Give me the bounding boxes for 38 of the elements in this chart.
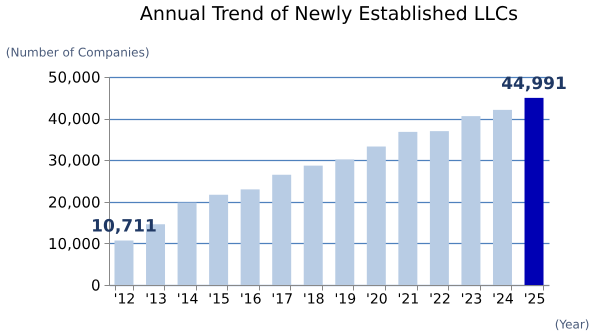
- y-tick-label: 10,000: [48, 234, 100, 253]
- x-tick-label: '14: [176, 292, 198, 308]
- x-tick-label: '13: [145, 292, 167, 308]
- data-label: 44,991: [501, 74, 567, 94]
- x-tick-label: '19: [334, 292, 356, 308]
- x-tick-label: '17: [271, 292, 294, 308]
- bar: [335, 159, 354, 285]
- x-axis-title: (Year): [554, 318, 590, 332]
- x-tick-label: '21: [398, 292, 420, 308]
- chart-title: Annual Trend of Newly Established LLCs: [140, 3, 518, 25]
- x-tick-label: '24: [492, 292, 514, 308]
- x-tick-label: '12: [114, 292, 136, 308]
- y-tick-label: 0: [90, 276, 100, 294]
- y-tick-label: 50,000: [48, 68, 100, 86]
- y-tick-label: 20,000: [48, 193, 100, 212]
- y-tick-label: 40,000: [48, 110, 100, 128]
- bar: [430, 131, 449, 285]
- bar: [209, 194, 228, 285]
- x-tick-label: '22: [429, 292, 451, 308]
- y-tick-label: 30,000: [48, 152, 100, 170]
- bar: [398, 132, 418, 285]
- bar: [524, 98, 544, 285]
- x-tick-label: '23: [460, 292, 482, 308]
- data-label: 10,711: [91, 216, 157, 236]
- x-tick-label: '20: [366, 292, 388, 308]
- x-tick-label: '25: [524, 292, 546, 308]
- x-tick-label: '15: [208, 292, 230, 308]
- bar: [492, 110, 512, 285]
- bar: [178, 202, 197, 285]
- x-tick-label: '16: [240, 292, 262, 308]
- bar: [366, 146, 386, 285]
- bar: [272, 174, 292, 285]
- bar: [114, 240, 134, 285]
- bar: [461, 116, 480, 285]
- bar: [240, 189, 260, 285]
- bar: [304, 166, 323, 285]
- y-axis-title: (Number of Companies): [6, 46, 150, 60]
- x-tick-label: '18: [302, 292, 325, 308]
